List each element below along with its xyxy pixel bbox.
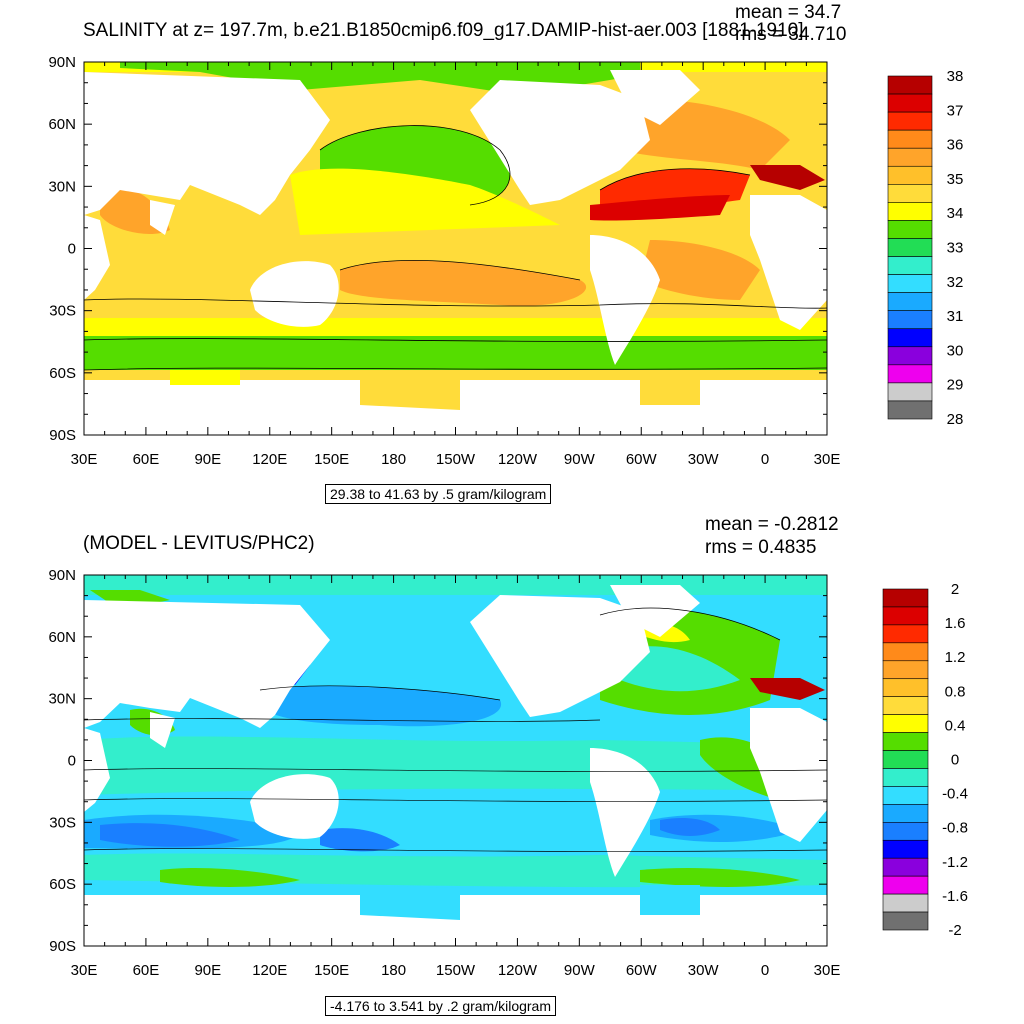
bottom-lon-label: 0 — [761, 962, 769, 979]
bottom-colorbar-swatch — [882, 875, 929, 895]
top-colorbar-label: 33 — [947, 240, 964, 257]
bottom-lon-label: 30W — [688, 962, 720, 979]
top-colorbar-label: 31 — [947, 308, 964, 325]
bottom-mean-stat: mean = -0.2812 — [705, 514, 839, 535]
bottom-contour-info: -4.176 to 3.541 by .2 gram/kilogram — [325, 996, 557, 1016]
bottom-lat-label: 0 — [68, 753, 76, 770]
top-map-field — [84, 62, 827, 435]
top-lon-label: 60W — [626, 451, 658, 468]
bottom-lat-label: 60S — [49, 876, 76, 893]
bottom-lat-label: 60N — [48, 629, 76, 646]
bottom-colorbar-swatch — [882, 714, 929, 733]
bottom-colorbar-swatch — [882, 588, 929, 608]
bottom-lon-label: 120E — [252, 962, 287, 979]
bottom-lon-label: 150E — [314, 962, 349, 979]
bottom-lon-label: 150W — [436, 962, 476, 979]
bottom-colorbar-label: 1.2 — [945, 649, 966, 666]
top-lat-label: 30S — [49, 303, 76, 320]
bottom-colorbar-swatch — [882, 750, 929, 769]
bottom-colorbar-label: -1.6 — [942, 888, 968, 905]
bottom-colorbar-swatch — [882, 732, 929, 751]
bottom-lon-label: 90W — [564, 962, 596, 979]
bottom-map-field — [84, 575, 827, 946]
top-lon-label: 60E — [133, 451, 160, 468]
bottom-colorbar-swatch — [882, 642, 929, 662]
bottom-colorbar-label: -0.8 — [942, 820, 968, 837]
bottom-colorbar-swatch — [882, 606, 929, 626]
top-lon-label: 30E — [71, 451, 98, 468]
top-lat-label: 60S — [49, 365, 76, 382]
bottom-colorbar-label: -1.2 — [942, 854, 968, 871]
top-lon-label: 180 — [381, 451, 406, 468]
bottom-lon-label: 30E — [71, 962, 98, 979]
top-map-title: SALINITY at z= 197.7m, b.e21.B1850cmip6.… — [83, 20, 804, 41]
top-lat-label: 30N — [48, 178, 76, 195]
bottom-colorbar-swatch — [882, 893, 929, 913]
bottom-lon-label: 60W — [626, 962, 658, 979]
bottom-colorbar-swatch — [882, 768, 929, 787]
bottom-colorbar-label: 0.8 — [945, 683, 966, 700]
top-lat-label: 90N — [48, 54, 76, 71]
bottom-colorbar-swatch — [882, 911, 929, 931]
bottom-map-title: (MODEL - LEVITUS/PHC2) — [83, 533, 315, 554]
bottom-colorbar-swatch — [882, 696, 929, 715]
top-colorbar-label: 28 — [947, 411, 964, 428]
top-lon-label: 150E — [314, 451, 349, 468]
top-mean-stat: mean = 34.7 — [735, 2, 842, 23]
bottom-colorbar-label: 0.4 — [945, 717, 966, 734]
top-colorbar-label: 30 — [947, 342, 964, 359]
top-colorbar-label: 32 — [947, 274, 964, 291]
bottom-colorbar-label: -2 — [948, 922, 961, 939]
top-lon-label: 30E — [814, 451, 841, 468]
top-lon-label: 90E — [194, 451, 221, 468]
top-colorbar-label: 38 — [947, 68, 964, 85]
top-colorbar-swatch — [887, 400, 933, 420]
top-lon-label: 0 — [761, 451, 769, 468]
top-lat-label: 0 — [68, 241, 76, 258]
bottom-rms-stat: rms = 0.4835 — [705, 537, 817, 558]
bottom-colorbar-label: 0 — [951, 752, 959, 769]
top-colorbar-label: 37 — [947, 102, 964, 119]
bottom-lat-label: 30S — [49, 814, 76, 831]
bottom-lat-label: 90S — [49, 938, 76, 955]
top-lon-label: 90W — [564, 451, 596, 468]
bottom-colorbar-swatch — [882, 660, 929, 680]
bottom-colorbar-label: 1.6 — [945, 615, 966, 632]
top-lat-label: 90S — [49, 427, 76, 444]
top-lat-label: 60N — [48, 116, 76, 133]
top-contour-info: 29.38 to 41.63 by .5 gram/kilogram — [325, 484, 552, 504]
bottom-lon-label: 120W — [498, 962, 538, 979]
bottom-colorbar-swatch — [882, 804, 929, 823]
top-colorbar-label: 34 — [947, 205, 964, 222]
bottom-colorbar-label: 2 — [951, 581, 959, 598]
top-lon-label: 120W — [498, 451, 538, 468]
top-lon-label: 150W — [436, 451, 476, 468]
bottom-lon-label: 30E — [814, 962, 841, 979]
bottom-lat-label: 90N — [48, 567, 76, 584]
top-rms-stat: rms = 34.710 — [735, 24, 847, 45]
top-lon-label: 120E — [252, 451, 287, 468]
top-colorbar-label: 36 — [947, 137, 964, 154]
bottom-colorbar-swatch — [882, 857, 929, 877]
bottom-colorbar-swatch — [882, 839, 929, 859]
bottom-colorbar-label: -0.4 — [942, 786, 968, 803]
bottom-lon-label: 90E — [194, 962, 221, 979]
top-lon-label: 30W — [688, 451, 720, 468]
bottom-colorbar-swatch — [882, 678, 929, 697]
bottom-colorbar-swatch — [882, 624, 929, 644]
bottom-lat-label: 30N — [48, 691, 76, 708]
top-colorbar-label: 29 — [947, 377, 964, 394]
bottom-lon-label: 60E — [133, 962, 160, 979]
bottom-lon-label: 180 — [381, 962, 406, 979]
bottom-colorbar-swatch — [882, 786, 929, 805]
top-colorbar-label: 35 — [947, 171, 964, 188]
bottom-colorbar-swatch — [882, 822, 929, 841]
